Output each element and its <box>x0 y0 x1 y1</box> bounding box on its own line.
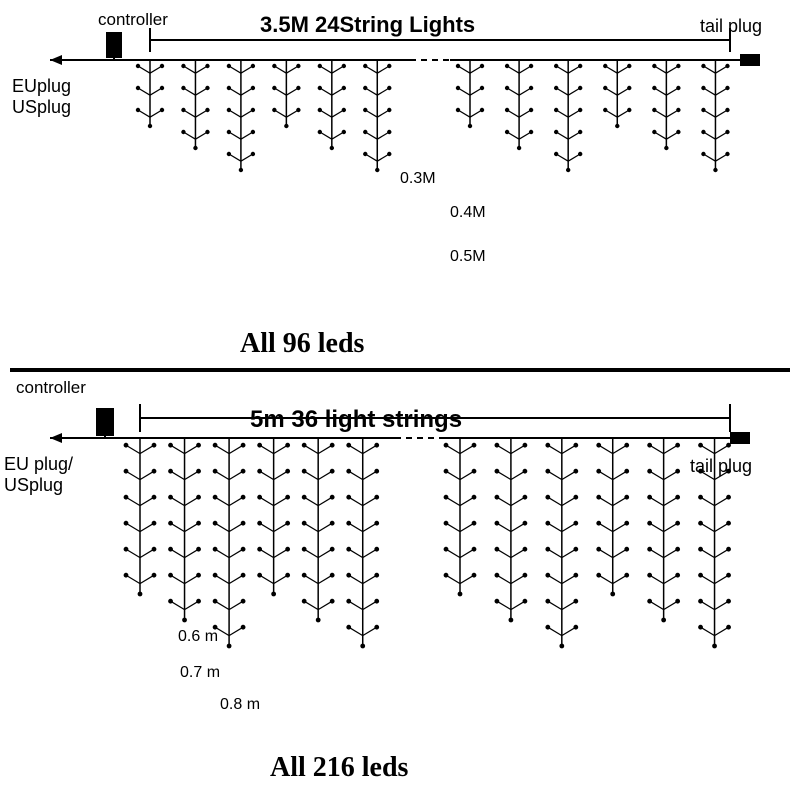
tail-plug-label: tail plug <box>700 16 762 37</box>
length-label-1: 0.4M <box>450 204 486 222</box>
plug-label: EUplugUSplug <box>12 76 71 118</box>
length-label-2: 0.8 m <box>220 696 260 714</box>
tail-plug-label: tail plug <box>690 456 752 477</box>
total-leds-label: All 216 leds <box>270 752 408 784</box>
length-label-0: 0.6 m <box>178 628 218 646</box>
plug-label: EU plug/USplug <box>4 454 73 496</box>
panel-bottom: controller EU plug/USplug tail plug 5m 36 l… <box>0 372 800 800</box>
length-label-1: 0.7 m <box>180 664 220 682</box>
panel-svg-bottom <box>0 372 800 800</box>
panel-title: 5m 36 light strings <box>250 406 462 434</box>
controller-label: controller <box>98 10 168 30</box>
panel-title: 3.5M 24String Lights <box>260 12 475 38</box>
controller-label: controller <box>16 378 86 398</box>
total-leds-label: All 96 leds <box>240 328 364 360</box>
panel-top: controller EUplugUSplug tail plug 3.5M 24St… <box>0 0 800 368</box>
length-label-0: 0.3M <box>400 170 436 188</box>
length-label-2: 0.5M <box>450 248 486 266</box>
